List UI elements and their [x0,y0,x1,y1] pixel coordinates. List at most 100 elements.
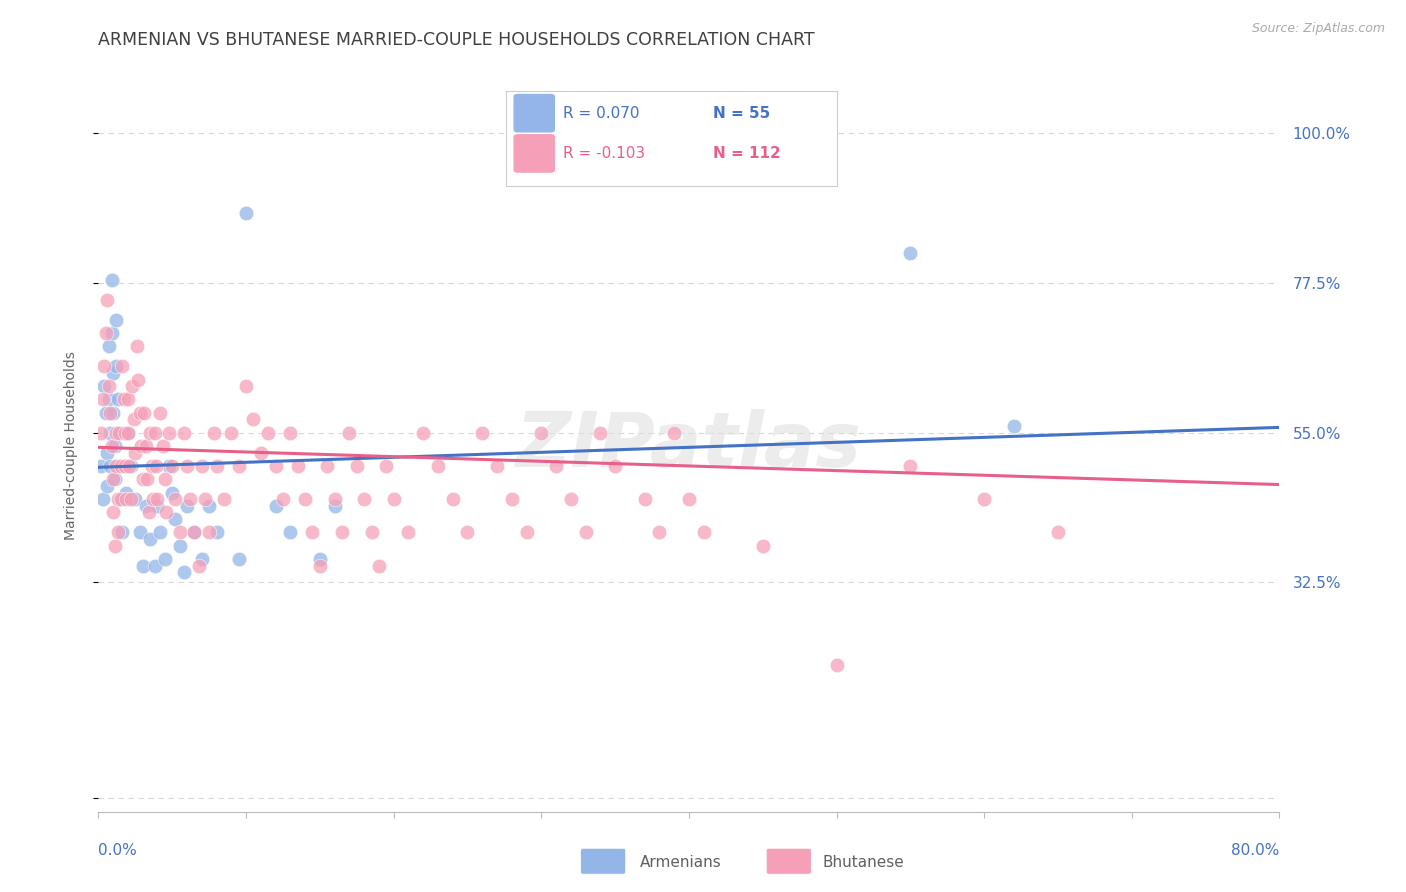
Point [94,406,117,420]
Point [301,525,323,540]
Point [900,458,922,473]
Point [120,458,142,473]
Point [122,412,145,426]
Point [114,458,136,473]
Point [117,425,139,440]
Point [124,492,146,507]
Text: Armenians: Armenians [640,855,721,870]
Point [162,458,183,473]
Text: 80.0%: 80.0% [1232,843,1279,858]
Point [382,492,405,507]
Text: ARMENIAN VS BHUTANESE MARRIED-COUPLE HOUSEHOLDS CORRELATION CHART: ARMENIAN VS BHUTANESE MARRIED-COUPLE HOU… [98,31,815,49]
Point [515,525,537,540]
Point [633,492,655,507]
Point [128,406,150,420]
Point [176,499,198,513]
Point [219,425,242,440]
Point [205,525,228,540]
Point [194,492,217,507]
Point [900,246,922,260]
Point [97,392,120,407]
Point [278,525,302,540]
Point [110,492,132,507]
FancyBboxPatch shape [515,95,554,132]
Point [149,406,172,420]
Point [605,458,627,473]
Point [264,499,287,513]
Text: R = -0.103: R = -0.103 [562,146,645,161]
Point [183,525,205,540]
Point [141,458,163,473]
Point [589,425,612,440]
Point [1046,525,1069,540]
Point [127,372,149,386]
Point [118,458,141,473]
Point [149,525,172,540]
Point [107,525,129,540]
Point [664,425,686,440]
Point [98,458,121,473]
Point [143,558,166,573]
Point [108,458,131,473]
Point [173,425,195,440]
Point [93,379,115,393]
Point [100,273,122,287]
Point [107,492,129,507]
Point [486,458,509,473]
Point [98,425,121,440]
Point [427,458,450,473]
Point [105,458,128,473]
Point [183,525,205,540]
FancyBboxPatch shape [506,91,837,186]
Point [146,499,169,513]
Point [155,506,177,520]
Point [143,425,166,440]
Point [152,439,174,453]
Text: ZIPatlas: ZIPatlas [516,409,862,483]
Point [157,458,180,473]
Point [110,458,132,473]
Point [173,566,195,580]
Point [157,425,180,440]
Point [115,485,138,500]
Point [142,492,165,507]
Point [96,479,118,493]
FancyBboxPatch shape [515,135,554,172]
Point [368,558,391,573]
Point [456,525,478,540]
Point [309,558,332,573]
Point [648,525,671,540]
Point [257,425,280,440]
Point [98,406,121,420]
Point [412,425,434,440]
Point [110,492,132,507]
Point [105,312,128,326]
Point [751,539,773,553]
Point [112,392,135,407]
Point [546,458,568,473]
Point [375,458,398,473]
Text: Source: ZipAtlas.com: Source: ZipAtlas.com [1251,22,1385,36]
Point [235,379,257,393]
Point [323,499,346,513]
Point [104,539,127,553]
Point [105,425,128,440]
Point [100,439,122,453]
Point [678,492,700,507]
Point [228,552,250,566]
Point [264,458,287,473]
Point [93,359,115,374]
Point [90,458,112,473]
Point [96,293,118,307]
Point [153,472,176,486]
Point [132,472,155,486]
Point [112,425,135,440]
Point [105,359,128,374]
Point [96,445,118,459]
Point [114,425,136,440]
Y-axis label: Married-couple Households: Married-couple Households [63,351,77,541]
Point [162,485,183,500]
Point [103,506,125,520]
Point [146,492,169,507]
Point [235,206,257,220]
